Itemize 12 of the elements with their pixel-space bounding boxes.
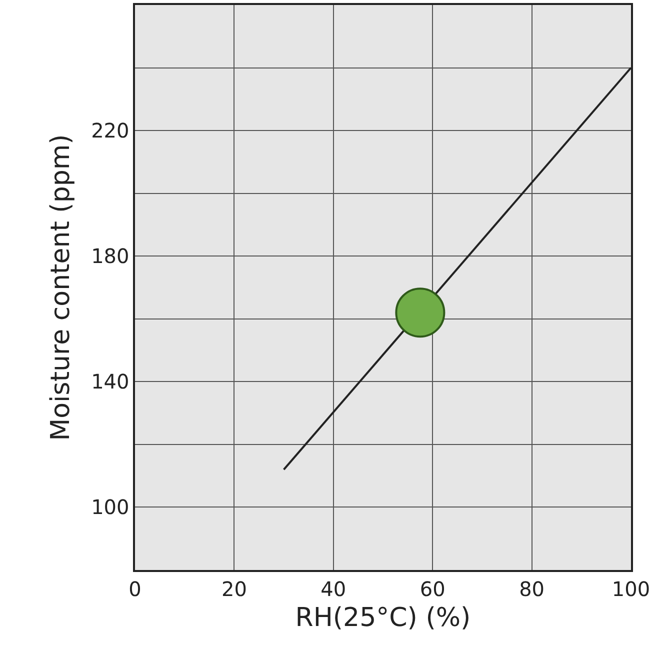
x-tick-label: 80 xyxy=(519,576,545,601)
y-tick-label: 100 xyxy=(91,495,130,520)
x-tick-label: 0 xyxy=(128,576,142,601)
x-tick-label: 20 xyxy=(221,576,247,601)
x-tick-label: 100 xyxy=(612,576,650,601)
y-tick-label: 180 xyxy=(91,244,130,268)
y-tick-label: 220 xyxy=(91,118,130,143)
x-axis-title: RH(25°C) (%) xyxy=(295,602,471,633)
y-axis-title: Moisture content (ppm) xyxy=(46,134,76,441)
y-tick-label: 140 xyxy=(91,370,130,394)
x-tick-label: 60 xyxy=(420,576,446,601)
x-tick-label: 40 xyxy=(320,576,346,601)
